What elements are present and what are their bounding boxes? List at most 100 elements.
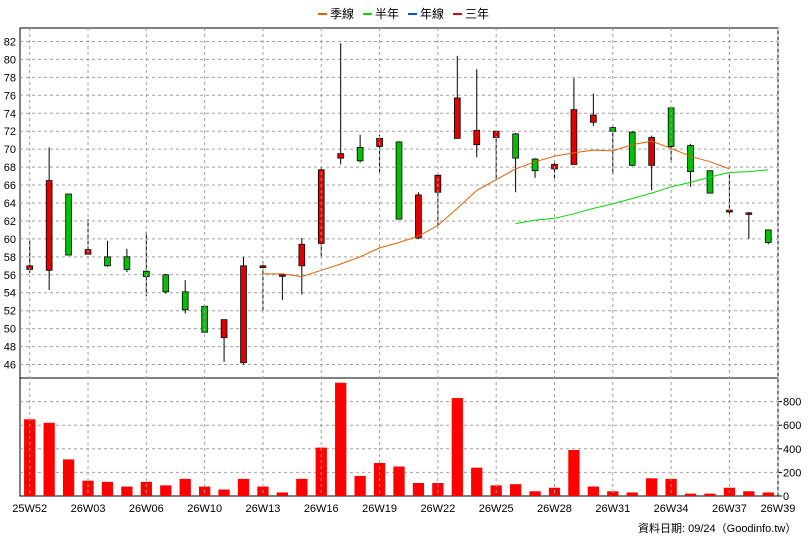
- candlesticks: [26, 43, 772, 365]
- volume-bar: [509, 484, 522, 496]
- candle-body: [745, 212, 753, 215]
- volume-bar: [646, 478, 658, 496]
- price-tick-label: 58: [4, 252, 16, 264]
- candle-body: [415, 194, 422, 239]
- volume-bar: [62, 459, 75, 496]
- price-tick-label: 74: [4, 108, 16, 120]
- volume-bar: [393, 466, 405, 496]
- candle-body: [317, 169, 325, 244]
- price-tick-label: 62: [4, 216, 16, 228]
- volume-bar: [704, 493, 716, 496]
- x-tick-label: 25W52: [12, 503, 47, 515]
- price-tick-label: 52: [4, 306, 16, 318]
- price-tick-label: 78: [4, 72, 16, 84]
- volume-bar: [82, 480, 94, 496]
- volume-bar: [179, 478, 191, 496]
- x-tick-label: 26W25: [479, 503, 514, 515]
- candle-body: [65, 193, 72, 256]
- candle-body: [279, 274, 286, 277]
- x-tick-label: 26W03: [71, 503, 106, 515]
- volume-bar: [24, 419, 36, 496]
- volume-bar: [354, 475, 366, 496]
- price-tick-label: 68: [4, 162, 16, 174]
- candle-body: [123, 256, 131, 270]
- volume-bar: [432, 483, 444, 496]
- x-tick-label: 26W13: [246, 503, 281, 515]
- candle-body: [473, 129, 481, 146]
- candle-body: [162, 274, 170, 293]
- volume-bar: [237, 478, 250, 496]
- candle-body: [104, 256, 111, 267]
- candle-body: [706, 170, 714, 194]
- axes: 25W52 26W03 26W06 26W10 26W13 26W16 26W19 26W22…: [12, 28, 795, 515]
- candle-body: [453, 97, 461, 139]
- x-tick-label: 26W37: [712, 503, 747, 515]
- price-tick-label: 66: [4, 180, 16, 192]
- price-tick-label: 48: [4, 342, 16, 354]
- price-tick-label: 72: [4, 126, 16, 138]
- price-tick-label: 50: [4, 324, 16, 336]
- x-tick-label: 26W31: [595, 503, 630, 515]
- volume-bar: [665, 478, 677, 496]
- volume-bar: [412, 483, 425, 496]
- price-tick-label: 64: [4, 198, 16, 210]
- price-tick-label: 80: [4, 54, 16, 66]
- x-tick-label: 26W39: [761, 503, 796, 515]
- candle-body: [45, 180, 53, 271]
- legend-label: 年線: [420, 6, 444, 21]
- volume-bar: [743, 491, 755, 496]
- x-tick-label: 26W06: [129, 503, 164, 515]
- volume-bar: [626, 492, 638, 496]
- x-tick-label: 26W34: [654, 503, 689, 515]
- price-tick-label: 82: [4, 36, 16, 48]
- volume-bar: [762, 492, 774, 496]
- price-tick-label: 56: [4, 270, 16, 282]
- x-tick-label: 26W16: [304, 503, 339, 515]
- candle-body: [628, 131, 636, 166]
- volume-bar: [335, 382, 347, 496]
- volume-bar: [140, 481, 152, 496]
- x-tick-label: 26W28: [537, 503, 572, 515]
- volume-bar: [529, 491, 541, 496]
- volume-bar: [471, 467, 483, 496]
- volume-bar: [121, 486, 133, 496]
- candle-body: [181, 291, 189, 311]
- candle-body: [570, 109, 578, 165]
- volume-tick-label: 400: [783, 444, 801, 456]
- price-tick-label: 46: [4, 360, 16, 372]
- candle-body: [434, 174, 442, 193]
- x-tick-label: 26W19: [362, 503, 397, 515]
- volume-bar: [451, 398, 463, 496]
- legend-label: 季線: [330, 6, 354, 21]
- volume-tick-label: 800: [783, 397, 801, 409]
- candle-body: [240, 265, 247, 364]
- price-tick-label: 76: [4, 90, 16, 102]
- volume-tick-label: 0: [783, 491, 789, 503]
- volume-bar: [101, 481, 114, 496]
- x-tick-label: 26W22: [420, 503, 455, 515]
- price-tick-label: 70: [4, 144, 16, 156]
- candle-body: [298, 243, 306, 267]
- volume-bar: [684, 493, 697, 496]
- legend-label: 三年: [465, 7, 489, 21]
- candle-body: [687, 145, 694, 172]
- candle-body: [764, 229, 772, 243]
- candle-body: [590, 114, 597, 123]
- legend-label: 半年: [375, 7, 399, 21]
- candle-body: [337, 153, 345, 159]
- candle-body: [356, 146, 364, 162]
- candle-body: [395, 141, 403, 220]
- volume-grid: 0 200 400 600 800: [19, 377, 801, 503]
- volume-bar: [160, 485, 172, 496]
- volume-bar: [276, 492, 289, 496]
- ma-line: [515, 169, 769, 225]
- volume-bar: [218, 489, 230, 496]
- price-tick-label: 54: [4, 288, 16, 300]
- volume-bar: [587, 486, 599, 496]
- candle-body: [531, 158, 539, 172]
- volume-bar: [43, 422, 55, 496]
- volume-bar: [607, 491, 619, 496]
- price-tick-label: 60: [4, 234, 16, 246]
